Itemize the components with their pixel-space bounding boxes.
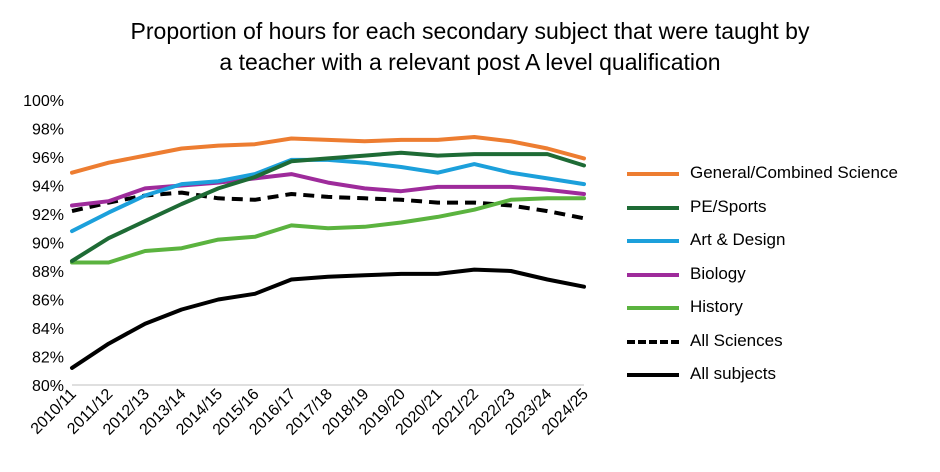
y-axis: 80% 82% 84% 86% 88% 90% 92% 94% 96% 98% 100% (23, 93, 64, 395)
y-tick-label: 92% (32, 207, 64, 224)
series-layer (70, 135, 586, 370)
series-line-history (70, 196, 586, 265)
legend-item: Art & Design (627, 229, 937, 251)
series-line-all-sciences (71, 190, 585, 221)
y-tick-label: 86% (32, 293, 64, 310)
chart-title-line-2: a teacher with a relevant post A level q… (219, 49, 721, 75)
legend-label: PE/Sports (690, 196, 767, 216)
y-tick-label: 94% (32, 179, 64, 196)
chart-title-line-1: Proportion of hours for each secondary s… (130, 18, 810, 44)
legend-item: All subjects (627, 363, 937, 385)
x-axis: 2010/112011/122012/132013/142014/152015/… (28, 384, 592, 439)
legend-swatch (627, 272, 679, 277)
legend-item: Biology (627, 263, 937, 285)
y-tick-label: 88% (32, 264, 64, 281)
legend-swatch (627, 239, 679, 243)
legend-swatch (627, 339, 679, 344)
y-tick-label: 82% (32, 350, 64, 367)
y-tick-label: 84% (32, 321, 64, 338)
legend-label: Biology (690, 263, 746, 283)
series-line-general-combined-science (70, 135, 586, 175)
legend-item: General/Combined Science (627, 162, 937, 184)
y-tick-label: 100% (23, 93, 64, 110)
legend-item: History (627, 296, 937, 318)
y-tick-label: 98% (32, 122, 64, 139)
legend-swatch (627, 306, 679, 310)
legend-item: PE/Sports (627, 196, 937, 218)
legend-swatch (627, 172, 679, 176)
legend-label: Art & Design (690, 230, 786, 249)
legend-label: History (690, 297, 743, 316)
legend-swatch (627, 373, 679, 377)
y-tick-label: 96% (32, 150, 64, 167)
legend-label: All subjects (690, 364, 776, 383)
y-tick-label: 80% (32, 378, 64, 395)
legend-item: All Sciences (627, 330, 937, 352)
series-line-all-subjects (70, 267, 586, 370)
series-line-biology (70, 172, 586, 208)
legend-swatch (627, 205, 679, 210)
chart-title: Proportion of hours for each secondary s… (0, 16, 940, 78)
legend-label: General/Combined Science (690, 163, 898, 182)
legend-label: All Sciences (690, 330, 783, 350)
series-line-pe-sports (70, 150, 586, 263)
y-tick-label: 90% (32, 236, 64, 253)
